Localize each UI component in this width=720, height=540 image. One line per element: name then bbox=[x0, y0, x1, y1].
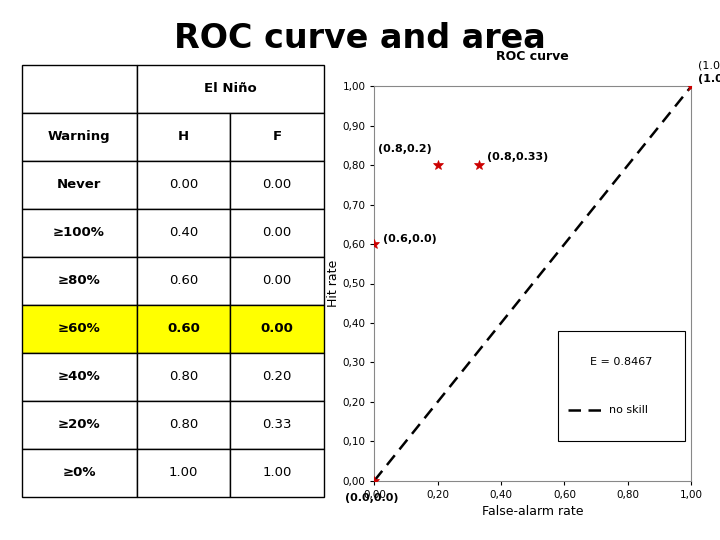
Text: (0.8,0.33): (0.8,0.33) bbox=[487, 152, 549, 163]
Text: ≥20%: ≥20% bbox=[58, 418, 100, 431]
Bar bbox=[230, 305, 324, 353]
Bar bbox=[137, 113, 230, 161]
Text: 0.80: 0.80 bbox=[168, 418, 198, 431]
Text: 1.00: 1.00 bbox=[263, 467, 292, 480]
Text: 1.00: 1.00 bbox=[168, 467, 198, 480]
X-axis label: False-alarm rate: False-alarm rate bbox=[482, 505, 583, 518]
Text: 0.60: 0.60 bbox=[168, 274, 198, 287]
Text: (0.0,0.0): (0.0,0.0) bbox=[345, 493, 398, 503]
Bar bbox=[137, 209, 230, 257]
Bar bbox=[137, 161, 230, 209]
Text: 0.40: 0.40 bbox=[168, 226, 198, 239]
Bar bbox=[22, 209, 137, 257]
Text: ≥80%: ≥80% bbox=[58, 274, 100, 287]
Bar bbox=[22, 353, 137, 401]
Text: F: F bbox=[273, 130, 282, 143]
Bar bbox=[137, 401, 230, 449]
Bar bbox=[230, 161, 324, 209]
Text: 0.60: 0.60 bbox=[167, 322, 200, 335]
Text: 0.33: 0.33 bbox=[262, 418, 292, 431]
Text: ≥60%: ≥60% bbox=[58, 322, 100, 335]
Text: (1.0,1.0): (1.0,1.0) bbox=[698, 60, 720, 71]
Text: (1.0,1.0): (1.0,1.0) bbox=[698, 73, 720, 84]
Bar bbox=[22, 305, 137, 353]
Text: 0.00: 0.00 bbox=[263, 178, 292, 191]
Text: 0.80: 0.80 bbox=[168, 370, 198, 383]
Bar bbox=[137, 305, 230, 353]
Text: ≥40%: ≥40% bbox=[58, 370, 100, 383]
Text: no skill: no skill bbox=[609, 406, 648, 415]
Text: 0.00: 0.00 bbox=[263, 226, 292, 239]
Text: Warning: Warning bbox=[48, 130, 110, 143]
Bar bbox=[22, 449, 137, 497]
Text: Never: Never bbox=[57, 178, 102, 191]
Text: El Niño: El Niño bbox=[204, 82, 256, 95]
Text: E = 0.8467: E = 0.8467 bbox=[590, 357, 653, 367]
Text: (0.6,0.0): (0.6,0.0) bbox=[383, 234, 436, 244]
Text: ≥0%: ≥0% bbox=[63, 467, 96, 480]
Bar bbox=[558, 331, 685, 441]
Bar bbox=[22, 401, 137, 449]
Bar bbox=[22, 161, 137, 209]
Bar bbox=[137, 65, 324, 113]
Text: H: H bbox=[178, 130, 189, 143]
Bar bbox=[230, 353, 324, 401]
Text: (0.8,0.2): (0.8,0.2) bbox=[379, 144, 432, 154]
Text: 0.20: 0.20 bbox=[263, 370, 292, 383]
Text: ≥100%: ≥100% bbox=[53, 226, 105, 239]
Y-axis label: Hit rate: Hit rate bbox=[327, 260, 340, 307]
Bar bbox=[230, 449, 324, 497]
Bar bbox=[22, 113, 137, 161]
Bar bbox=[137, 257, 230, 305]
Bar bbox=[22, 65, 137, 113]
Bar bbox=[230, 113, 324, 161]
Text: ROC curve and area: ROC curve and area bbox=[174, 22, 546, 55]
Bar bbox=[230, 257, 324, 305]
Bar bbox=[230, 209, 324, 257]
Bar bbox=[137, 353, 230, 401]
Text: 0.00: 0.00 bbox=[261, 322, 294, 335]
Text: 0.00: 0.00 bbox=[168, 178, 198, 191]
Bar bbox=[137, 449, 230, 497]
Text: ROC curve: ROC curve bbox=[496, 50, 570, 63]
Bar bbox=[22, 257, 137, 305]
Text: 0.00: 0.00 bbox=[263, 274, 292, 287]
Bar bbox=[230, 401, 324, 449]
